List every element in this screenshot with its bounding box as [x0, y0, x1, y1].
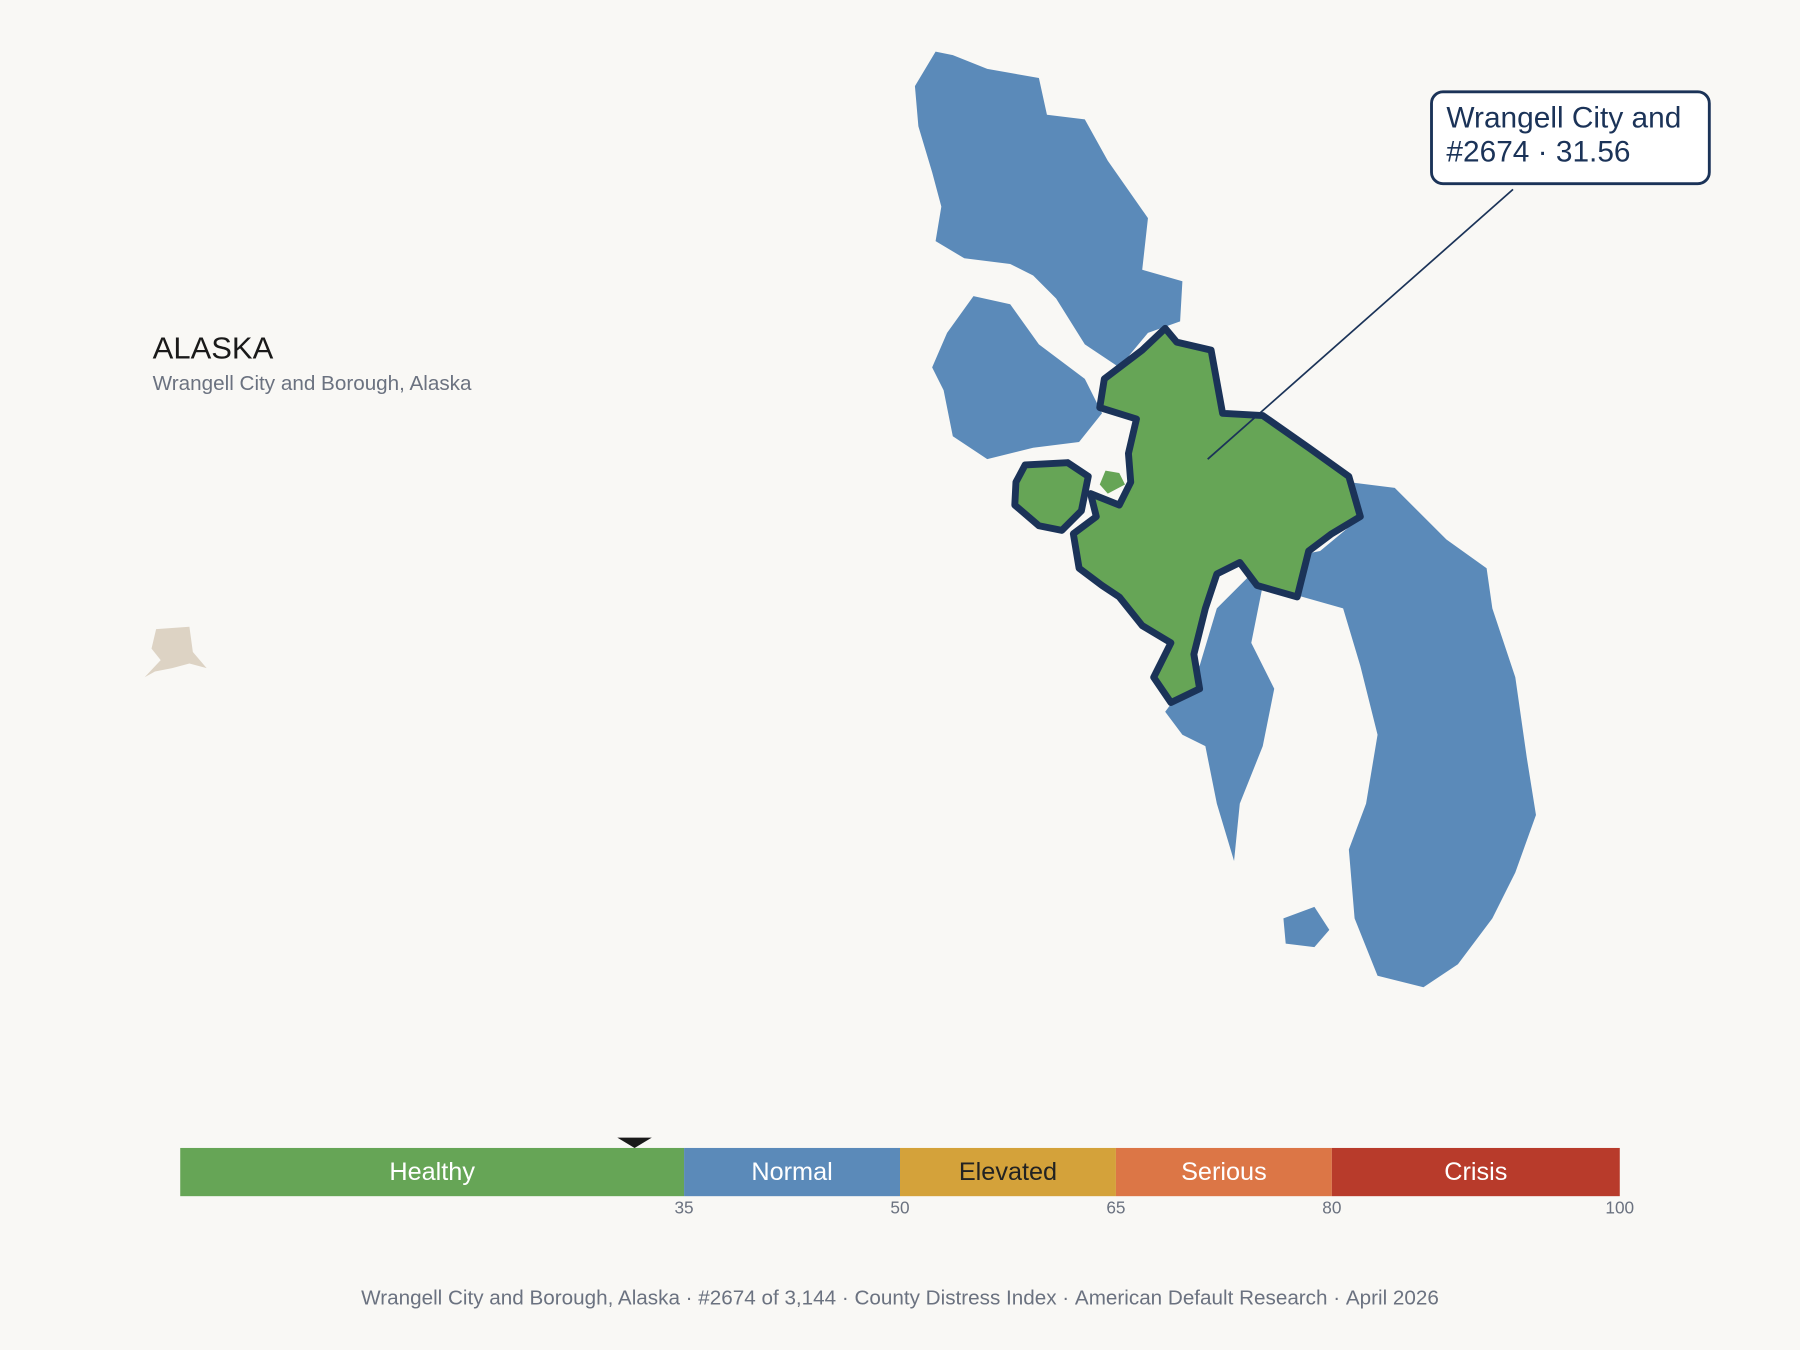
region-wrangell-island	[1011, 459, 1092, 534]
tick-label: 80	[1322, 1197, 1341, 1217]
segment-label: Healthy	[389, 1158, 475, 1186]
region-islet	[1099, 470, 1125, 494]
region-south	[1165, 482, 1536, 988]
callout-line: Wrangell City and	[1446, 101, 1681, 134]
region-north	[914, 51, 1183, 368]
scale-segment	[900, 1147, 1116, 1197]
footer-separator: ·	[1057, 1287, 1075, 1310]
footer-separator: ·	[836, 1287, 854, 1310]
segment-label: Serious	[1181, 1158, 1267, 1186]
footer-item: American Default Research	[1075, 1287, 1328, 1310]
subtitle: Wrangell City and Borough, Alaska	[153, 372, 472, 395]
locator-icon	[144, 626, 207, 678]
region-wrangell	[1069, 324, 1364, 706]
map: Wrangell City and #2674 · 31.56	[914, 51, 1711, 988]
scale-segment	[1331, 1147, 1620, 1197]
callout-line: #2674 · 31.56	[1446, 136, 1630, 169]
footer-separator: ·	[680, 1287, 698, 1310]
tick-label: 50	[890, 1197, 909, 1217]
region-small-island	[1283, 906, 1330, 948]
callout-box	[1430, 90, 1711, 186]
segment-label: Elevated	[959, 1158, 1057, 1186]
scale-segment	[180, 1147, 685, 1197]
footer-separator: ·	[1328, 1287, 1346, 1310]
region-west-island	[932, 296, 1103, 460]
footer-item: Wrangell City and Borough, Alaska	[361, 1287, 680, 1310]
score-marker	[617, 1137, 652, 1148]
segment-label: Crisis	[1444, 1158, 1507, 1186]
callout-leader	[1207, 188, 1514, 460]
scale-segment	[684, 1147, 900, 1197]
scale-segment	[1115, 1147, 1332, 1197]
scale-bar: Healthy Normal Elevated Serious Crisis 35 50 65…	[180, 1137, 1634, 1217]
tick-label: 65	[1106, 1197, 1125, 1217]
footer-item: April 2026	[1346, 1287, 1439, 1310]
footer-item: County Distress Index	[855, 1287, 1058, 1310]
tick-label: 100	[1605, 1197, 1634, 1217]
footer-item: #2674 of 3,144	[698, 1287, 836, 1310]
title: ALASKA	[153, 330, 274, 365]
segment-label: Normal	[751, 1158, 832, 1186]
footer: Wrangell City and Borough, Alaska · #267…	[361, 1287, 1439, 1310]
tick-label: 35	[674, 1197, 693, 1217]
